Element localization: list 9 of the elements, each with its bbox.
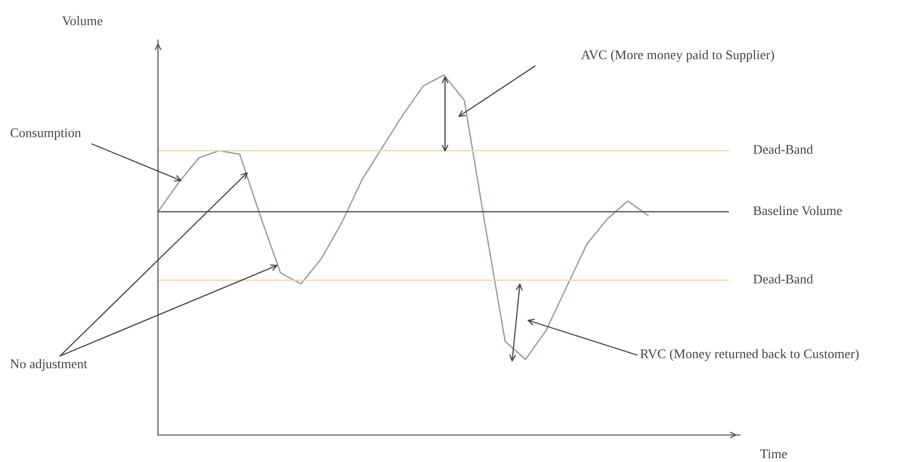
text: Volume bbox=[62, 16, 102, 26]
text: AVC (More money paid to Supplier) bbox=[581, 50, 774, 62]
ref-line-label: Dead-Band bbox=[753, 274, 813, 284]
text: Time bbox=[760, 449, 787, 458]
text: Consumption bbox=[10, 128, 81, 140]
annotation: RVC (Money returned back to Customer) bbox=[640, 349, 859, 361]
text: No adjustment bbox=[10, 359, 88, 371]
ref-line-label: Baseline Volume bbox=[753, 206, 842, 216]
ref-line-label: Dead-Band bbox=[753, 144, 813, 154]
